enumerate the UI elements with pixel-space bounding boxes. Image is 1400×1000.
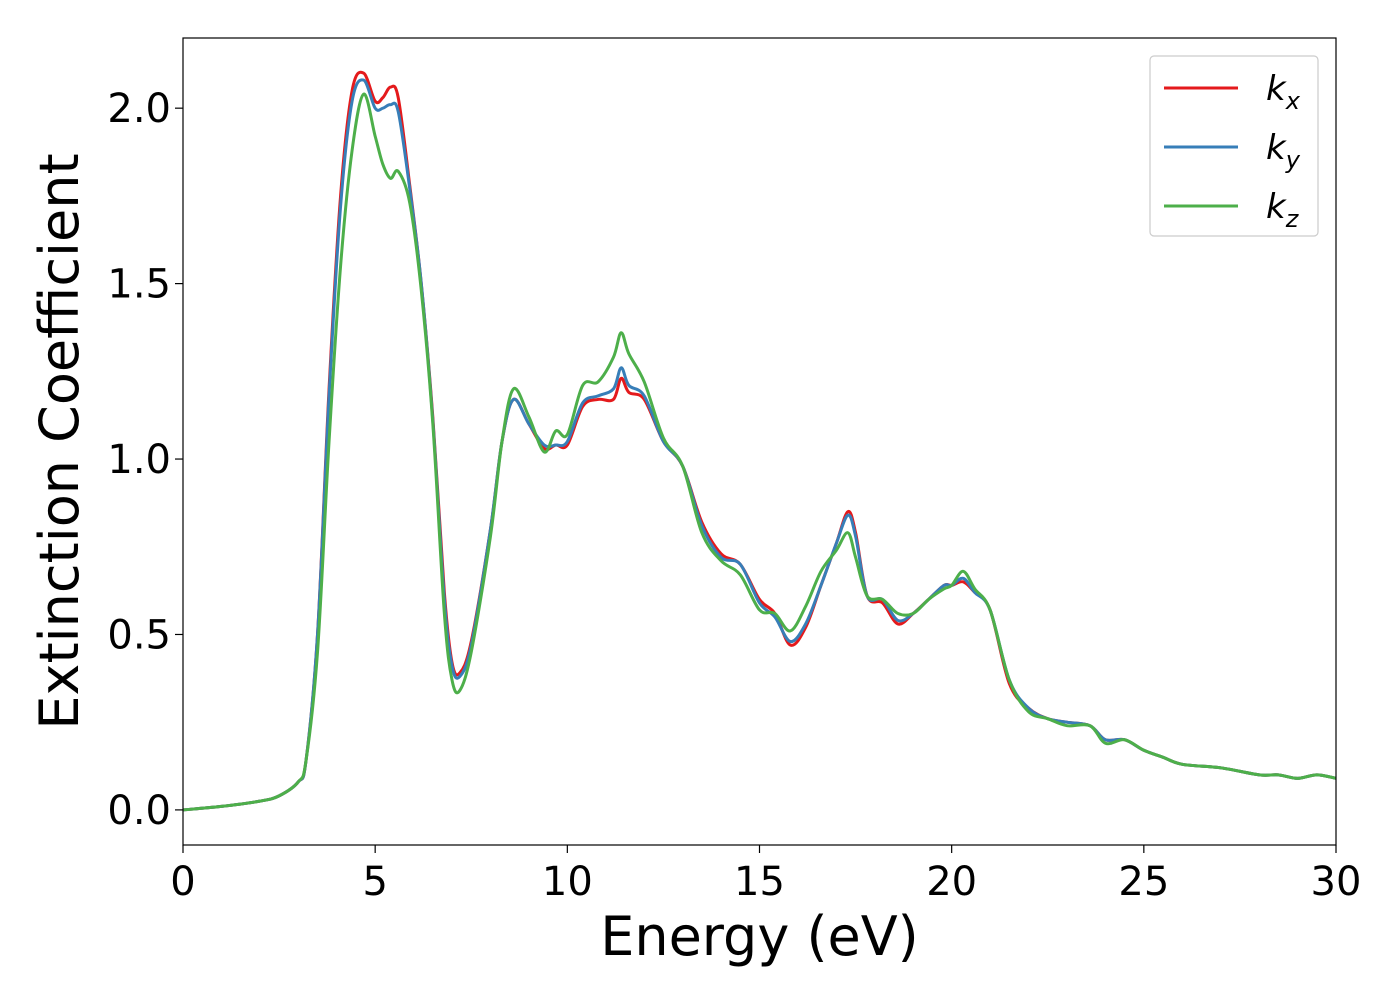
legend-item-x: kx (1164, 69, 1301, 115)
legend: kx ky kz (1149, 55, 1319, 237)
legend-item-y: ky (1164, 128, 1301, 174)
legend-label: kx (1266, 69, 1301, 115)
axes-frame (182, 37, 1337, 846)
x-axis-label: Energy (eV) (600, 905, 919, 968)
plot-area (183, 70, 1336, 812)
y-tick-label: 0.5 (107, 612, 171, 658)
y-axis-ticks: 0.0 0.5 1.0 1.5 2.0 (107, 86, 183, 834)
x-axis-ticks: 0 5 10 15 20 25 30 (170, 845, 1361, 905)
legend-label: kz (1266, 187, 1300, 233)
x-tick-label: 20 (926, 859, 977, 905)
y-tick-label: 1.5 (107, 262, 171, 308)
y-tick-label: 2.0 (107, 86, 171, 132)
x-tick-label: 25 (1118, 859, 1169, 905)
x-tick-label: 15 (734, 859, 785, 905)
y-tick-label: 0.0 (107, 788, 171, 834)
legend-label: ky (1266, 128, 1301, 174)
legend-item-z: kz (1164, 187, 1300, 233)
x-tick-label: 10 (542, 859, 593, 905)
series-line-z (183, 92, 1336, 812)
x-tick-label: 0 (170, 859, 195, 905)
y-axis-label: Extinction Coefficient (28, 153, 91, 729)
x-tick-label: 30 (1311, 859, 1362, 905)
y-tick-label: 1.0 (107, 437, 171, 483)
x-tick-label: 5 (362, 859, 387, 905)
